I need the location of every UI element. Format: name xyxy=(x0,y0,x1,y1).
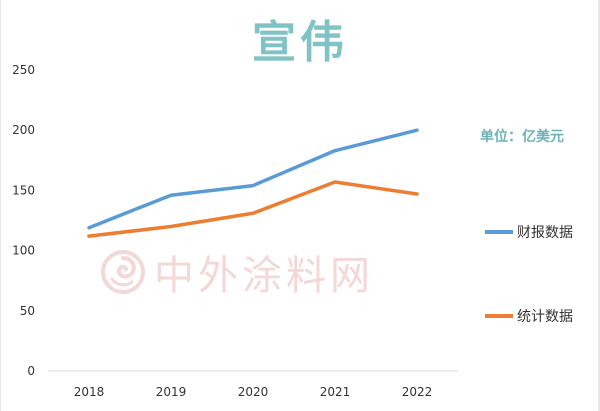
x-tick-label: 2018 xyxy=(74,385,105,399)
legend-label-statistics: 统计数据 xyxy=(517,309,573,325)
legend-label-financial: 财报数据 xyxy=(517,225,573,241)
legend-swatch-financial xyxy=(485,230,513,234)
series-line-1 xyxy=(87,180,419,238)
x-tick-label: 2020 xyxy=(238,385,269,399)
legend-swatch-statistics xyxy=(485,314,513,318)
y-tick-label: 0 xyxy=(27,364,35,378)
legend-item-statistics: 统计数据 xyxy=(485,306,573,326)
series-line-0 xyxy=(87,128,419,230)
legend-item-financial: 财报数据 xyxy=(485,222,573,242)
x-tick-label: 2019 xyxy=(156,385,187,399)
x-tick-label: 2022 xyxy=(402,385,433,399)
unit-label: 单位：亿美元 xyxy=(480,129,564,145)
y-tick-label: 100 xyxy=(12,244,35,258)
chart-title: 宣伟 xyxy=(252,17,348,68)
x-tick-label: 2021 xyxy=(320,385,351,399)
y-tick-label: 250 xyxy=(12,63,35,77)
spiral-logo-icon xyxy=(101,250,145,294)
y-tick-label: 150 xyxy=(12,183,35,197)
watermark: 中外涂料网 xyxy=(100,243,374,301)
watermark-text: 中外涂料网 xyxy=(154,253,374,299)
y-tick-label: 200 xyxy=(12,123,35,137)
y-tick-label: 50 xyxy=(20,304,35,318)
